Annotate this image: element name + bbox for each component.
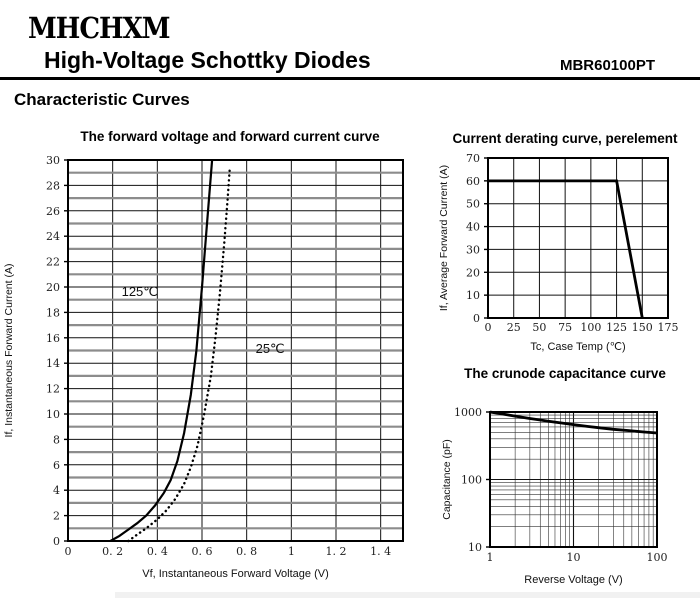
x-tick-label: 1 xyxy=(487,551,494,564)
y-tick-label: 4 xyxy=(53,484,60,497)
y-tick-label: 2 xyxy=(53,510,60,523)
x-axis-title: Reverse Voltage (V) xyxy=(524,574,622,586)
x-tick-label: 75 xyxy=(558,321,572,334)
y-tick-label: 100 xyxy=(461,474,482,487)
series-deratingline xyxy=(488,179,644,319)
y-tick-label: 28 xyxy=(46,179,60,192)
part-number: MBR60100PT xyxy=(559,57,655,74)
x-tick-label: 175 xyxy=(658,321,679,334)
header-divider xyxy=(0,77,700,80)
series-125 xyxy=(109,159,214,542)
capacitance-chart-canvas: 10 100 1000 1 10 100 Reverse Voltage (V) Capaci… xyxy=(441,406,668,586)
x-tick-label: 0. 4 xyxy=(147,545,168,558)
page-title: High-Voltage Schottky Diodes xyxy=(44,47,371,73)
y-tick-label: 1000 xyxy=(454,406,482,419)
x-tick-label: 100 xyxy=(647,551,668,564)
x-tick-label: 150 xyxy=(632,321,653,334)
x-tick-label: 50 xyxy=(532,321,546,334)
y-tick-label: 20 xyxy=(46,281,60,294)
x-tick-label: 0 xyxy=(65,545,72,558)
plot-border xyxy=(487,157,669,319)
x-tick-label: 0 xyxy=(485,321,492,334)
x-tick-label: 100 xyxy=(580,321,601,334)
y-tick-label: 6 xyxy=(53,459,60,472)
x-tick-label: 1. 4 xyxy=(370,545,391,558)
x-tick-label: 0. 8 xyxy=(236,545,257,558)
y-tick-label: 50 xyxy=(466,198,480,211)
y-tick-label: 30 xyxy=(466,243,480,256)
y-tick-label: 8 xyxy=(53,433,60,446)
y-axis-title: If, Average Forward Current (A) xyxy=(438,165,450,311)
y-tick-label: 20 xyxy=(466,266,480,279)
brand-logo: MHCHXM xyxy=(28,12,171,46)
series-label: 125℃ xyxy=(122,284,158,299)
series-capacitanceline xyxy=(489,410,658,435)
y-tick-label: 22 xyxy=(46,256,60,269)
y-tick-label: 16 xyxy=(46,332,60,345)
y-tick-label: 12 xyxy=(46,383,60,396)
x-tick-label: 1 xyxy=(288,545,295,558)
footer-bar xyxy=(115,592,700,598)
y-tick-label: 0 xyxy=(473,312,480,325)
forward-chart-title: The forward voltage and forward current … xyxy=(80,129,380,144)
y-tick-label: 0 xyxy=(53,535,60,548)
x-tick-label: 125 xyxy=(606,321,627,334)
plot-border xyxy=(67,159,404,542)
x-tick-label: 0. 2 xyxy=(102,545,123,558)
y-axis-title: If, Instantaneous Forward Current (A) xyxy=(3,264,15,438)
x-axis-title: Tc, Case Temp (℃) xyxy=(530,341,625,353)
x-tick-label: 0. 6 xyxy=(192,545,213,558)
y-tick-label: 18 xyxy=(46,306,60,319)
y-tick-label: 10 xyxy=(466,289,480,302)
capacitance-chart-title: The crunode capacitance curve xyxy=(464,366,666,381)
x-tick-label: 10 xyxy=(567,551,581,564)
y-tick-label: 26 xyxy=(46,205,60,218)
x-tick-label: 1. 2 xyxy=(326,545,347,558)
y-tick-label: 70 xyxy=(466,152,480,165)
y-tick-label: 40 xyxy=(466,221,480,234)
y-tick-label: 60 xyxy=(466,175,480,188)
y-axis-title: Capacitance (pF) xyxy=(441,439,453,520)
y-tick-label: 30 xyxy=(46,154,60,167)
y-tick-label: 14 xyxy=(46,357,60,370)
series-25 xyxy=(127,165,232,543)
derating-chart-title: Current derating curve, perelement xyxy=(452,131,678,146)
y-tick-label: 10 xyxy=(468,541,482,554)
derating-chart-canvas: 0 10 20 30 40 50 60 70 0 25 50 75 100 125 150 175 Tc, Ca… xyxy=(438,152,679,353)
y-tick-label: 24 xyxy=(46,230,60,243)
x-axis-title: Vf, Instantaneous Forward Voltage (V) xyxy=(142,568,329,580)
x-tick-label: 25 xyxy=(507,321,521,334)
y-tick-label: 10 xyxy=(46,408,60,421)
series-label: 25℃ xyxy=(256,341,285,356)
section-title: Characteristic Curves xyxy=(14,90,190,109)
